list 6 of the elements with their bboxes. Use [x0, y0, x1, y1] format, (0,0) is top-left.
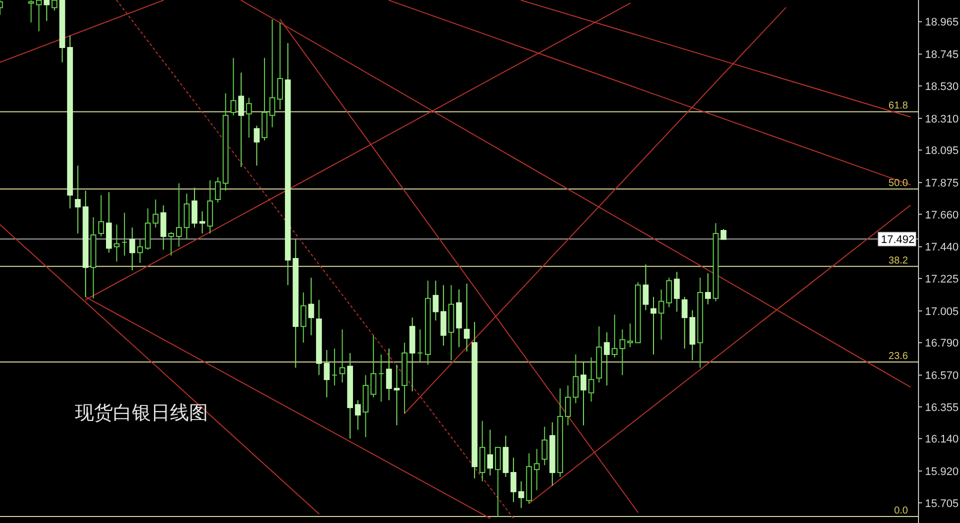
annotation: 23.6 [888, 350, 908, 362]
annotation: 50.0 [888, 178, 908, 190]
annotation: 38.2 [888, 255, 908, 266]
annotation: 0.0 [894, 506, 908, 516]
title: 现货白银日线图 [75, 402, 208, 424]
annotation: 61.8 [888, 100, 908, 112]
